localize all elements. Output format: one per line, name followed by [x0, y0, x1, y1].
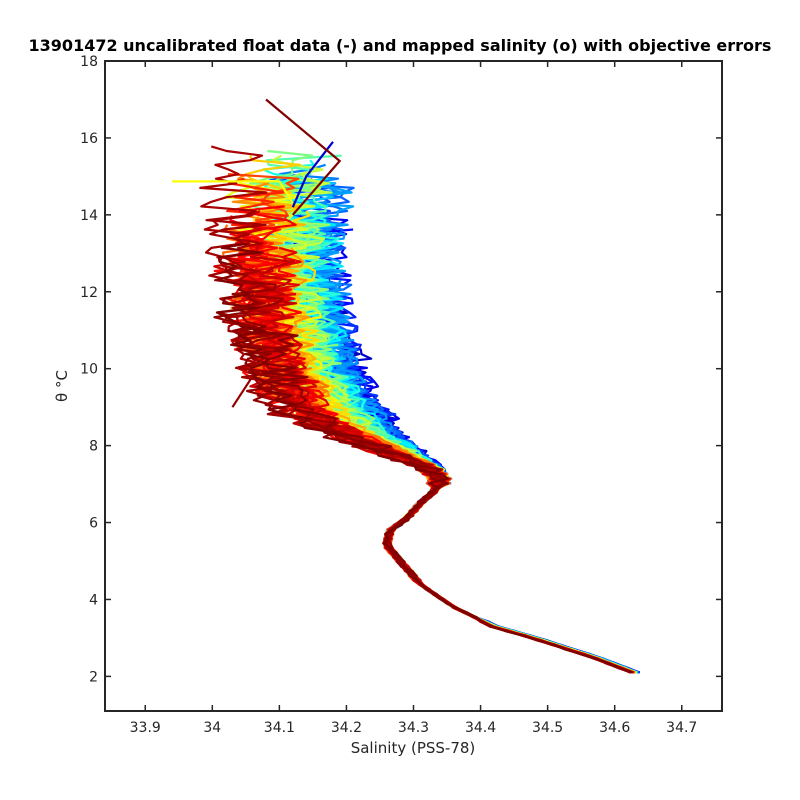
y-axis-label: θ °C [53, 370, 71, 402]
x-tick-label: 34.5 [532, 720, 563, 736]
profile-line [283, 413, 634, 674]
profile-line [265, 98, 342, 216]
y-tick-label: 18 [80, 54, 98, 70]
profile-line [320, 413, 634, 674]
profile-line [172, 180, 294, 204]
y-tick-label: 16 [80, 131, 98, 147]
y-tick-label: 2 [89, 669, 98, 685]
x-axis-label: Salinity (PSS-78) [351, 739, 476, 757]
x-tick-label: 34.6 [599, 720, 630, 736]
profile-line [318, 417, 635, 674]
x-tick-label: 34.2 [331, 720, 362, 736]
profile-line [215, 242, 634, 674]
profile-line [291, 141, 334, 208]
profile-line [231, 374, 267, 408]
x-tick-label: 34.1 [264, 720, 295, 736]
y-tick-label: 6 [89, 516, 98, 532]
chart-title: 13901472 uncalibrated float data (-) and… [29, 36, 772, 55]
axes-box [104, 60, 723, 712]
profile-line [289, 349, 637, 674]
y-tick-label: 10 [80, 362, 98, 378]
profile-lines [172, 98, 641, 674]
profile-line [252, 210, 634, 674]
x-tick-label: 34 [203, 720, 221, 736]
x-axis: 33.9 34 34.1 34.2 34.3 34.4 34.5 34.6 34.7 [130, 61, 697, 736]
profile-line [306, 409, 635, 674]
x-tick-label: 34.7 [666, 720, 697, 736]
x-tick-label: 34.4 [465, 720, 496, 736]
y-tick-label: 8 [89, 439, 98, 455]
y-tick-label: 4 [89, 592, 98, 608]
y-tick-label: 12 [80, 285, 98, 301]
y-axis: 2 4 6 8 10 12 14 16 18 [80, 54, 722, 685]
y-tick-label: 14 [80, 208, 98, 224]
profile-line [330, 422, 635, 674]
x-tick-label: 34.3 [398, 720, 429, 736]
x-tick-label: 33.9 [130, 720, 161, 736]
